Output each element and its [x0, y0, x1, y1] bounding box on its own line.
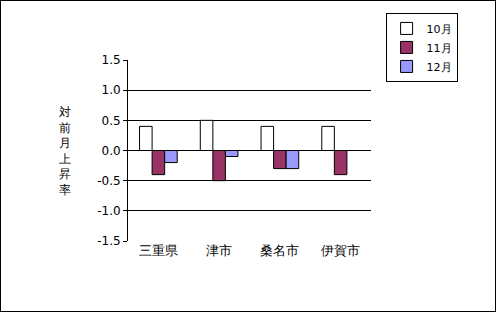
svg-text:対前月上昇率: 対前月上昇率 — [59, 105, 71, 197]
svg-text:津市: 津市 — [206, 243, 232, 258]
svg-text:-1.0: -1.0 — [97, 204, 120, 218]
svg-text:伊賀市: 伊賀市 — [321, 243, 360, 258]
svg-text:-1.5: -1.5 — [97, 234, 120, 248]
svg-text:10月: 10月 — [427, 23, 452, 36]
svg-text:三重県: 三重県 — [139, 243, 178, 258]
svg-text:12月: 12月 — [427, 61, 452, 74]
svg-text:1.0: 1.0 — [102, 83, 121, 97]
svg-text:11月: 11月 — [427, 42, 452, 55]
svg-text:-0.5: -0.5 — [97, 174, 120, 188]
svg-text:0.5: 0.5 — [102, 114, 121, 128]
svg-text:1.5: 1.5 — [102, 53, 121, 67]
svg-text:0.0: 0.0 — [102, 144, 121, 158]
svg-text:桑名市: 桑名市 — [260, 243, 299, 258]
